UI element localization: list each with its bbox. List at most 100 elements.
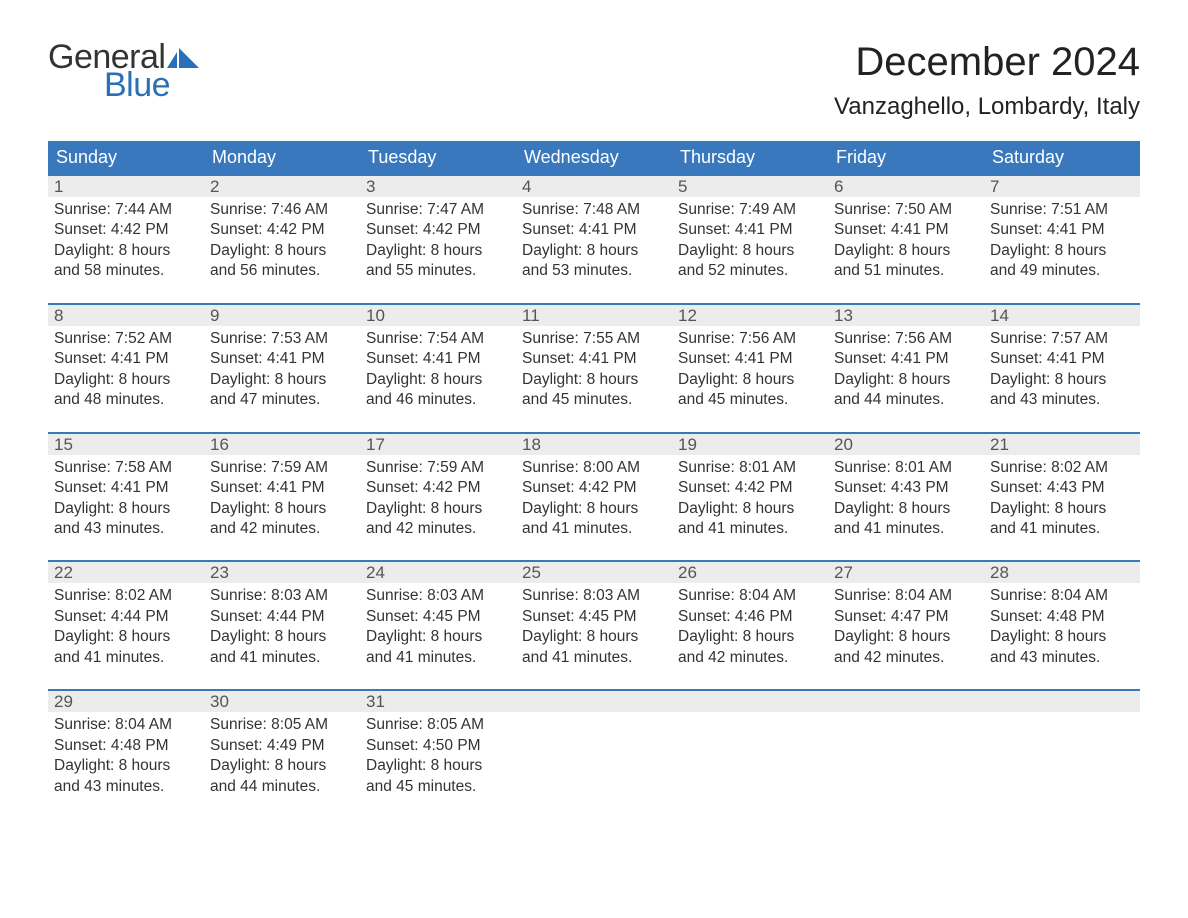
day-content: Sunrise: 8:04 AMSunset: 4:48 PMDaylight:… bbox=[984, 583, 1140, 676]
day-content: Sunrise: 8:01 AMSunset: 4:43 PMDaylight:… bbox=[828, 455, 984, 548]
day-content: Sunrise: 7:44 AMSunset: 4:42 PMDaylight:… bbox=[48, 197, 204, 290]
day-number: 20 bbox=[828, 433, 984, 455]
empty-day-cell bbox=[828, 712, 984, 805]
sunset-line: Sunset: 4:42 PM bbox=[366, 220, 510, 240]
empty-day-number bbox=[828, 690, 984, 712]
sunset-line: Sunset: 4:50 PM bbox=[366, 736, 510, 756]
empty-day-number bbox=[672, 690, 828, 712]
empty-day-cell bbox=[984, 712, 1140, 805]
daylight-line-2: and 43 minutes. bbox=[990, 390, 1134, 410]
empty-day-number bbox=[984, 690, 1140, 712]
sunrise-line: Sunrise: 7:48 AM bbox=[522, 200, 666, 220]
daylight-line-2: and 42 minutes. bbox=[678, 648, 822, 668]
daylight-line-1: Daylight: 8 hours bbox=[678, 241, 822, 261]
weekday-header-row: SundayMondayTuesdayWednesdayThursdayFrid… bbox=[48, 141, 1140, 175]
daylight-line-2: and 42 minutes. bbox=[210, 519, 354, 539]
weekday-header: Tuesday bbox=[360, 141, 516, 175]
day-number: 24 bbox=[360, 561, 516, 583]
daylight-line-2: and 43 minutes. bbox=[54, 777, 198, 797]
daylight-line-2: and 41 minutes. bbox=[366, 648, 510, 668]
weekday-header: Thursday bbox=[672, 141, 828, 175]
daylight-line-1: Daylight: 8 hours bbox=[366, 499, 510, 519]
sunrise-line: Sunrise: 8:05 AM bbox=[210, 715, 354, 735]
day-number: 9 bbox=[204, 304, 360, 326]
daylight-line-2: and 41 minutes. bbox=[990, 519, 1134, 539]
sunset-line: Sunset: 4:41 PM bbox=[54, 349, 198, 369]
sunrise-line: Sunrise: 7:47 AM bbox=[366, 200, 510, 220]
day-cell: Sunrise: 7:52 AMSunset: 4:41 PMDaylight:… bbox=[48, 326, 204, 419]
day-content: Sunrise: 8:02 AMSunset: 4:44 PMDaylight:… bbox=[48, 583, 204, 676]
daylight-line-1: Daylight: 8 hours bbox=[210, 756, 354, 776]
daylight-line-1: Daylight: 8 hours bbox=[678, 370, 822, 390]
sunset-line: Sunset: 4:42 PM bbox=[54, 220, 198, 240]
day-content-row: Sunrise: 7:52 AMSunset: 4:41 PMDaylight:… bbox=[48, 326, 1140, 419]
daylight-line-2: and 44 minutes. bbox=[210, 777, 354, 797]
day-number: 31 bbox=[360, 690, 516, 712]
day-content: Sunrise: 7:52 AMSunset: 4:41 PMDaylight:… bbox=[48, 326, 204, 419]
day-content: Sunrise: 7:56 AMSunset: 4:41 PMDaylight:… bbox=[828, 326, 984, 419]
day-content: Sunrise: 8:05 AMSunset: 4:50 PMDaylight:… bbox=[360, 712, 516, 805]
daylight-line-1: Daylight: 8 hours bbox=[990, 370, 1134, 390]
sunrise-line: Sunrise: 7:46 AM bbox=[210, 200, 354, 220]
daylight-line-2: and 41 minutes. bbox=[210, 648, 354, 668]
day-cell: Sunrise: 8:01 AMSunset: 4:43 PMDaylight:… bbox=[828, 455, 984, 548]
daylight-line-1: Daylight: 8 hours bbox=[210, 370, 354, 390]
daylight-line-1: Daylight: 8 hours bbox=[210, 241, 354, 261]
sunset-line: Sunset: 4:44 PM bbox=[54, 607, 198, 627]
day-number: 25 bbox=[516, 561, 672, 583]
daylight-line-2: and 51 minutes. bbox=[834, 261, 978, 281]
day-number: 22 bbox=[48, 561, 204, 583]
day-content: Sunrise: 7:48 AMSunset: 4:41 PMDaylight:… bbox=[516, 197, 672, 290]
header: General Blue December 2024 Vanzaghello, … bbox=[48, 40, 1140, 121]
sunrise-line: Sunrise: 7:51 AM bbox=[990, 200, 1134, 220]
day-content: Sunrise: 8:01 AMSunset: 4:42 PMDaylight:… bbox=[672, 455, 828, 548]
day-number: 6 bbox=[828, 175, 984, 197]
day-content: Sunrise: 7:49 AMSunset: 4:41 PMDaylight:… bbox=[672, 197, 828, 290]
day-cell: Sunrise: 7:55 AMSunset: 4:41 PMDaylight:… bbox=[516, 326, 672, 419]
daylight-line-2: and 45 minutes. bbox=[678, 390, 822, 410]
day-content: Sunrise: 8:03 AMSunset: 4:44 PMDaylight:… bbox=[204, 583, 360, 676]
day-number: 1 bbox=[48, 175, 204, 197]
week-separator bbox=[48, 676, 1140, 690]
weekday-header: Saturday bbox=[984, 141, 1140, 175]
day-number: 4 bbox=[516, 175, 672, 197]
sunset-line: Sunset: 4:41 PM bbox=[522, 220, 666, 240]
daylight-line-2: and 52 minutes. bbox=[678, 261, 822, 281]
day-number: 29 bbox=[48, 690, 204, 712]
day-number: 18 bbox=[516, 433, 672, 455]
daylight-line-1: Daylight: 8 hours bbox=[834, 370, 978, 390]
daylight-line-1: Daylight: 8 hours bbox=[990, 499, 1134, 519]
day-cell: Sunrise: 7:59 AMSunset: 4:42 PMDaylight:… bbox=[360, 455, 516, 548]
day-content: Sunrise: 8:05 AMSunset: 4:49 PMDaylight:… bbox=[204, 712, 360, 805]
sunrise-line: Sunrise: 8:03 AM bbox=[366, 586, 510, 606]
sunrise-line: Sunrise: 7:56 AM bbox=[834, 329, 978, 349]
week-separator bbox=[48, 290, 1140, 304]
empty-day-number bbox=[516, 690, 672, 712]
sunrise-line: Sunrise: 8:02 AM bbox=[990, 458, 1134, 478]
sunset-line: Sunset: 4:45 PM bbox=[522, 607, 666, 627]
sunrise-line: Sunrise: 7:55 AM bbox=[522, 329, 666, 349]
sunset-line: Sunset: 4:41 PM bbox=[834, 220, 978, 240]
day-number: 15 bbox=[48, 433, 204, 455]
day-number: 13 bbox=[828, 304, 984, 326]
daylight-line-1: Daylight: 8 hours bbox=[54, 241, 198, 261]
day-cell: Sunrise: 7:46 AMSunset: 4:42 PMDaylight:… bbox=[204, 197, 360, 290]
daylight-line-1: Daylight: 8 hours bbox=[522, 370, 666, 390]
day-content: Sunrise: 7:55 AMSunset: 4:41 PMDaylight:… bbox=[516, 326, 672, 419]
daylight-line-1: Daylight: 8 hours bbox=[210, 499, 354, 519]
day-number: 23 bbox=[204, 561, 360, 583]
empty-day-cell bbox=[516, 712, 672, 805]
day-content-row: Sunrise: 7:58 AMSunset: 4:41 PMDaylight:… bbox=[48, 455, 1140, 548]
daylight-line-2: and 58 minutes. bbox=[54, 261, 198, 281]
daylight-line-1: Daylight: 8 hours bbox=[54, 499, 198, 519]
daylight-line-2: and 41 minutes. bbox=[54, 648, 198, 668]
weekday-header: Monday bbox=[204, 141, 360, 175]
daynum-row: 15161718192021 bbox=[48, 433, 1140, 455]
daylight-line-1: Daylight: 8 hours bbox=[834, 241, 978, 261]
daylight-line-2: and 45 minutes. bbox=[366, 777, 510, 797]
sunrise-line: Sunrise: 7:54 AM bbox=[366, 329, 510, 349]
daylight-line-1: Daylight: 8 hours bbox=[54, 370, 198, 390]
day-cell: Sunrise: 7:44 AMSunset: 4:42 PMDaylight:… bbox=[48, 197, 204, 290]
daylight-line-2: and 53 minutes. bbox=[522, 261, 666, 281]
day-content-row: Sunrise: 7:44 AMSunset: 4:42 PMDaylight:… bbox=[48, 197, 1140, 290]
